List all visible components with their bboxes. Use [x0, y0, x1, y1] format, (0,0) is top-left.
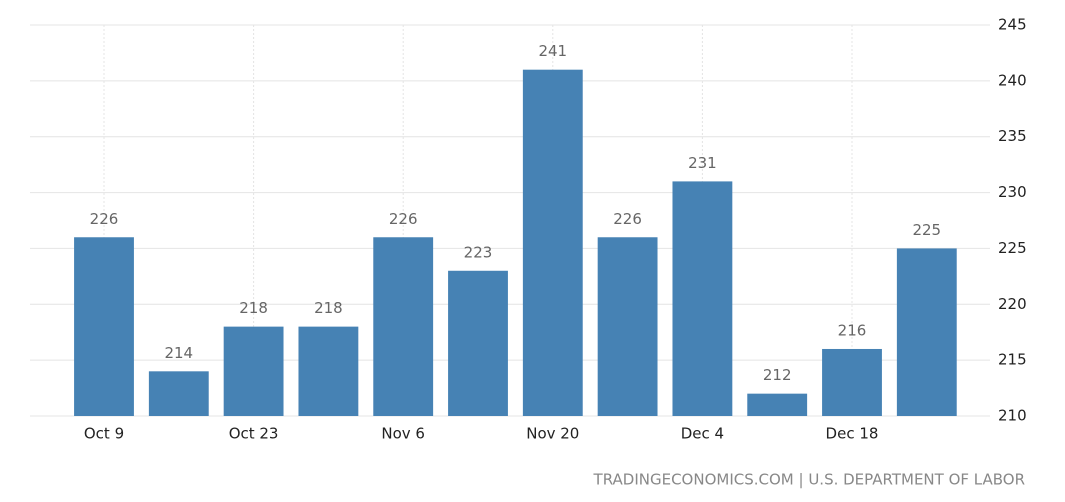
- y-tick-label: 220: [998, 295, 1027, 313]
- data-label: 231: [688, 154, 717, 172]
- x-tick-label: Oct 23: [229, 425, 279, 443]
- x-tick-label: Dec 4: [681, 425, 724, 443]
- bar: [223, 326, 284, 416]
- data-label: 218: [239, 299, 268, 317]
- bar: [822, 348, 882, 416]
- y-tick-label: 215: [998, 351, 1027, 369]
- data-label: 226: [613, 210, 642, 228]
- y-tick-label: 240: [998, 71, 1027, 89]
- bar: [522, 69, 583, 416]
- bar: [448, 270, 508, 416]
- data-label: 223: [464, 243, 493, 261]
- bar: [373, 237, 434, 416]
- y-tick-label: 235: [998, 127, 1027, 145]
- data-label: 214: [164, 344, 193, 362]
- bar: [597, 237, 658, 416]
- data-label: 226: [389, 210, 418, 228]
- bar: [298, 326, 359, 416]
- bar: [148, 371, 209, 416]
- bar: [896, 248, 957, 416]
- bar: [672, 181, 733, 416]
- x-tick-label: Dec 18: [826, 425, 879, 443]
- data-label: 225: [912, 221, 941, 239]
- source: TRADINGECONOMICS.COM | U.S. DEPARTMENT O…: [593, 471, 1025, 489]
- data-label: 216: [838, 321, 867, 339]
- y-tick-label: 225: [998, 239, 1027, 257]
- y-tick-label: 210: [998, 407, 1027, 425]
- x-tick-label: Nov 20: [526, 425, 579, 443]
- bar: [74, 237, 134, 416]
- y-tick-label: 245: [998, 16, 1027, 34]
- bar: [747, 393, 808, 416]
- x-tick-label: Nov 6: [381, 425, 425, 443]
- data-label: 226: [90, 210, 119, 228]
- y-tick-label: 230: [998, 183, 1027, 201]
- data-label: 241: [538, 42, 567, 60]
- x-tick-label: Oct 9: [84, 425, 124, 443]
- data-label: 218: [314, 299, 343, 317]
- data-label: 212: [763, 366, 792, 384]
